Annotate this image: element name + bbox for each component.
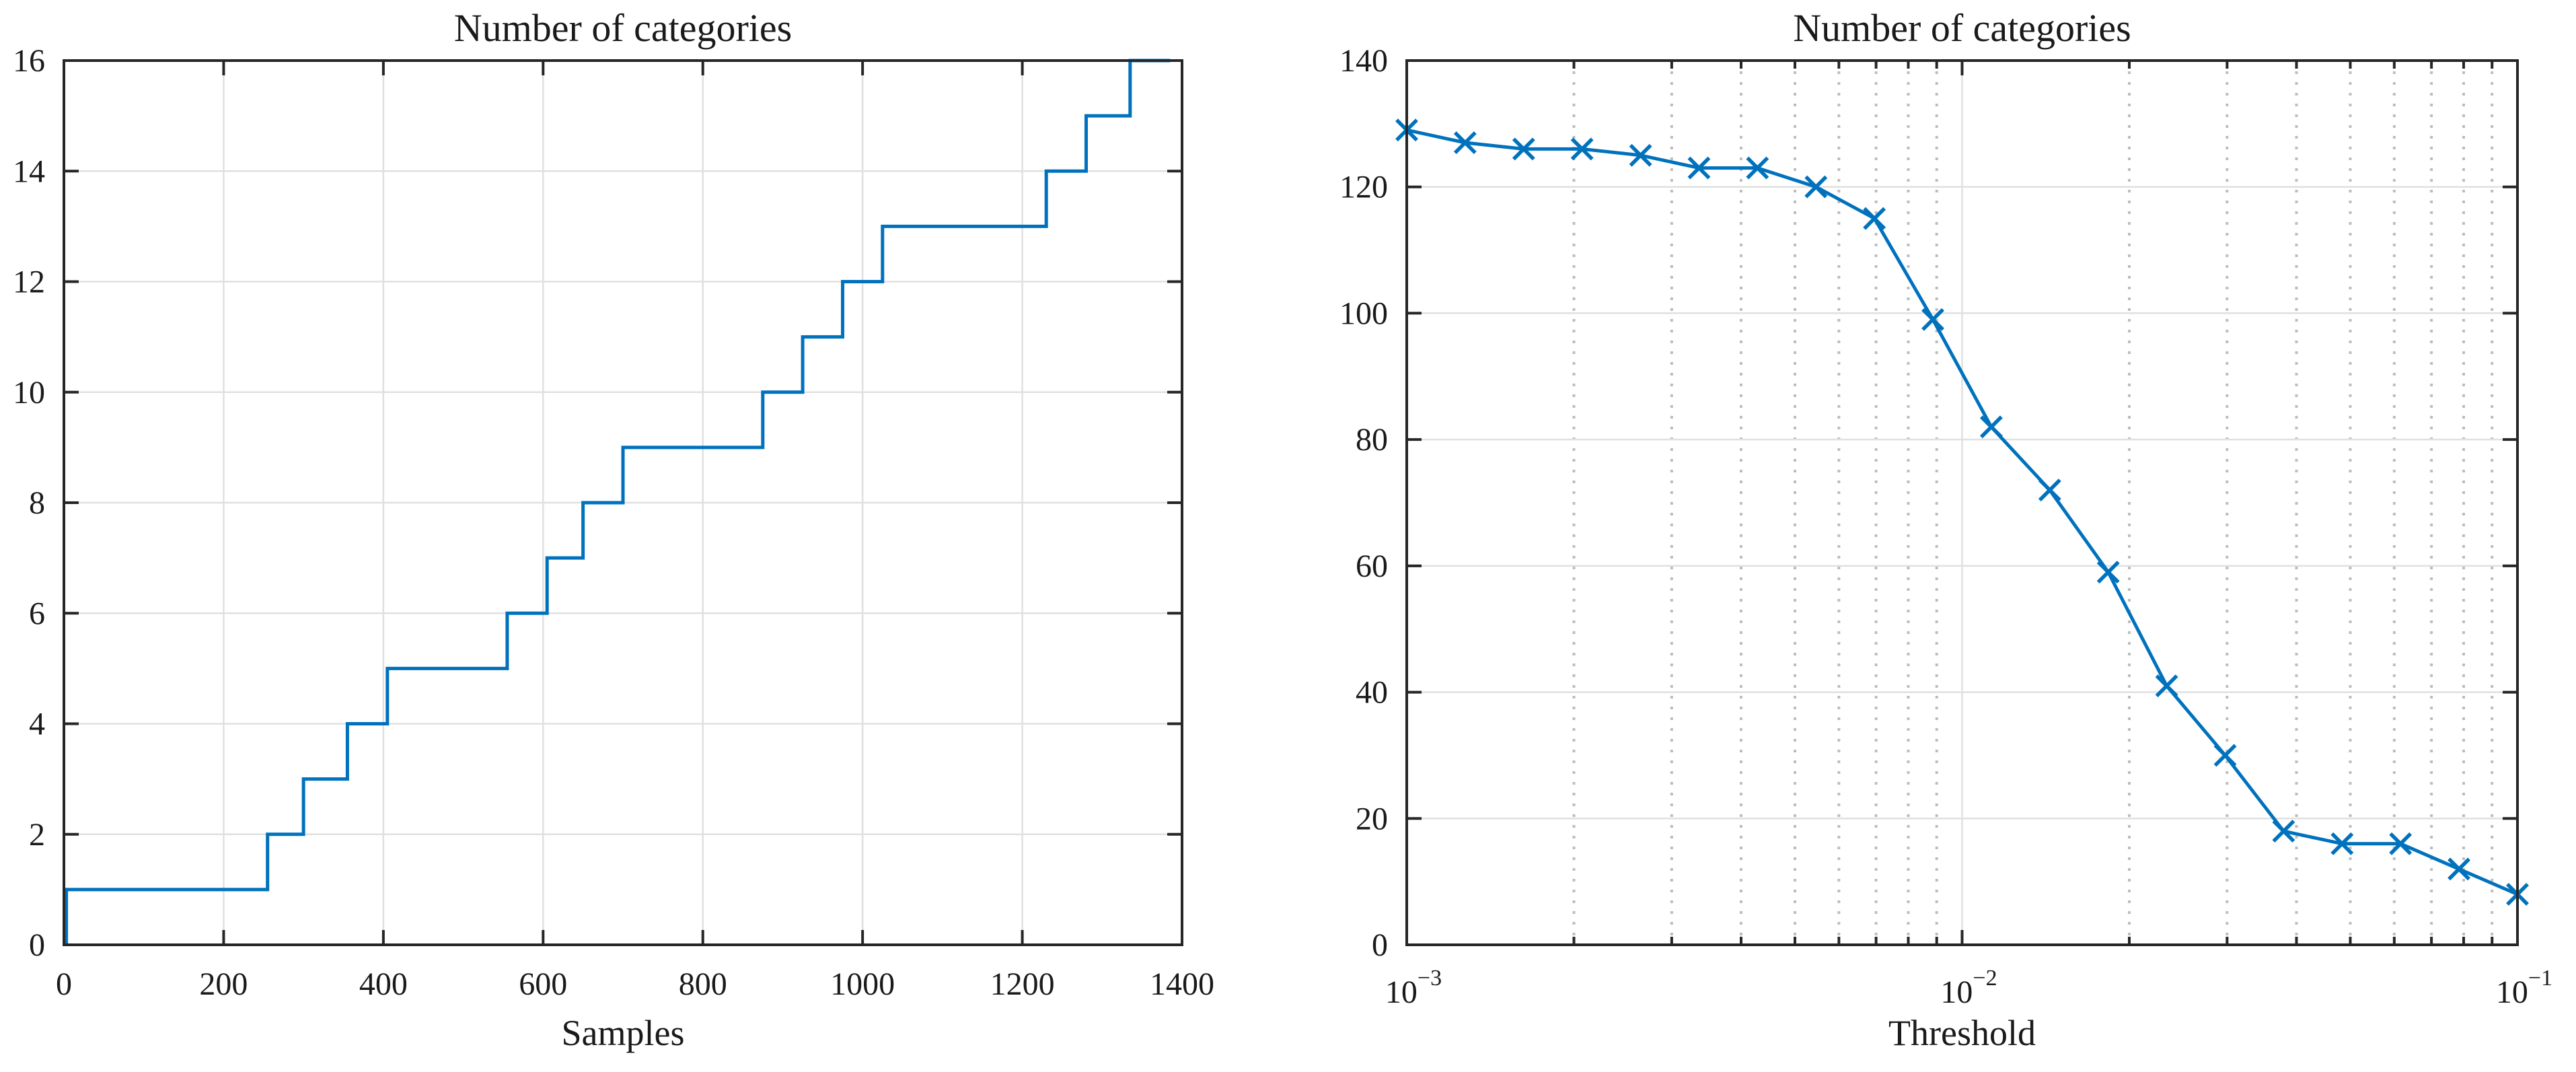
tick-labels: 0 200 400 600 800 1000 1200 1400 0 2 4 6 8 10 12 14 16	[13, 43, 1214, 1002]
x-marker	[2038, 478, 2061, 502]
minor-gridlines	[1572, 61, 2494, 945]
x-tick-label: 200	[199, 966, 248, 1002]
right-plot-title: Number of categories	[1793, 5, 2131, 50]
x-marker	[2389, 832, 2413, 855]
y-tick-label: 100	[1339, 295, 1388, 331]
x-tick-label: 400	[359, 966, 408, 1002]
x-marker	[2096, 561, 2120, 584]
x-marker	[1979, 415, 2003, 439]
x-marker	[1687, 156, 1711, 180]
left-plot-title: Number of categories	[453, 5, 793, 50]
major-gridlines	[1407, 61, 2517, 945]
y-tick-label: 120	[1339, 170, 1388, 205]
x-marker	[2155, 674, 2178, 698]
y-tick-label: 12	[13, 264, 45, 300]
y-tick-label: 20	[1356, 801, 1388, 836]
x-marker	[2213, 744, 2237, 767]
y-tick-label: 16	[13, 43, 45, 79]
major-gridlines	[64, 61, 1182, 945]
x-tick-label: 600	[519, 966, 567, 1002]
x-tick-label: 800	[679, 966, 727, 1002]
series-markers	[1395, 118, 2529, 906]
x-tick-label: 0	[56, 966, 72, 1002]
y-tick-label: 60	[1356, 548, 1388, 584]
y-tick-label: 10	[13, 375, 45, 410]
x-marker	[2448, 857, 2471, 881]
left-plot: 0 200 400 600 800 1000 1200 1400 0 2 4 6 8 10 12 14 16	[13, 43, 1214, 1002]
x-marker	[2330, 832, 2354, 855]
x-marker	[1921, 308, 1945, 331]
x-marker	[1863, 207, 1886, 230]
y-tick-label: 6	[29, 596, 45, 631]
step-series-line	[65, 59, 1171, 945]
x-marker	[1453, 131, 1477, 154]
x-marker	[1629, 143, 1652, 167]
x-tick-label-log: 10−3	[1385, 966, 1442, 1010]
y-tick-label: 14	[13, 153, 45, 189]
x-tick-label-log: 10−1	[2496, 966, 2552, 1010]
y-tick-label: 8	[29, 485, 45, 521]
y-tick-label: 0	[29, 927, 45, 963]
x-marker	[1570, 137, 1594, 161]
y-tick-label: 140	[1339, 43, 1388, 79]
y-tick-label: 40	[1356, 675, 1388, 711]
x-marker	[1804, 175, 1828, 199]
threshold-series-line	[1406, 128, 2518, 896]
y-tick-label: 2	[29, 817, 45, 853]
right-plot: 10−3 10−2 10−1 0 20 40 60 80 100 120 140	[1339, 43, 2552, 1010]
x-tick-label-log: 10−2	[1940, 966, 1997, 1010]
y-tick-label: 80	[1356, 422, 1388, 458]
x-tick-label: 1000	[830, 966, 895, 1002]
y-tick-label: 0	[1372, 927, 1388, 963]
axis-box	[1405, 59, 2519, 946]
x-marker	[1512, 137, 1535, 161]
left-plot-xlabel: Samples	[561, 1013, 685, 1053]
right-plot-xlabel: Threshold	[1888, 1013, 2036, 1053]
x-tick-label: 1400	[1150, 966, 1214, 1002]
tick-labels: 10−3 10−2 10−1 0 20 40 60 80 100 120 140	[1339, 43, 2552, 1010]
axis-box	[63, 59, 1183, 946]
x-marker	[2272, 820, 2295, 843]
y-tick-label: 4	[29, 707, 45, 742]
x-tick-label: 1200	[990, 966, 1055, 1002]
x-marker	[1746, 156, 1769, 180]
